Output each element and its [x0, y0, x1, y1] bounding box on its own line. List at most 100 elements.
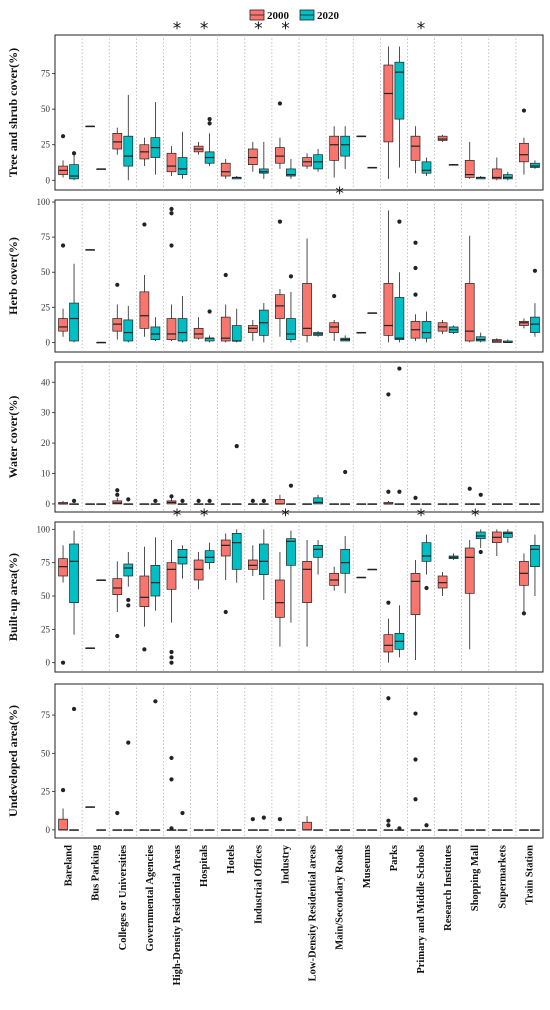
box-body — [464, 283, 475, 342]
outlier-point — [386, 392, 391, 397]
box-body — [123, 135, 134, 167]
box-2000-9 — [302, 540, 312, 647]
box-2020-7 — [258, 141, 269, 179]
box-2000-3 — [139, 546, 150, 652]
x-category-label: Primary and Middle Schools — [416, 845, 427, 974]
significance-star: * — [281, 506, 290, 526]
box-2020-2 — [123, 94, 134, 181]
box-2020-6 — [231, 444, 242, 505]
box-body — [231, 325, 242, 342]
outlier-point — [413, 265, 418, 271]
x-category-label: Hotels — [226, 845, 237, 874]
box-2000-4 — [166, 755, 177, 831]
box-2020-4 — [177, 810, 188, 831]
box-2020-5 — [204, 542, 215, 570]
box-2020-15 — [475, 529, 486, 555]
box-2020-7 — [258, 303, 269, 343]
box-2000-12 — [383, 696, 394, 831]
box-2020-3 — [150, 102, 161, 175]
box-2020-4 — [177, 131, 188, 179]
box-body — [112, 578, 123, 596]
outlier-point — [60, 660, 66, 665]
box-2000-12 — [383, 600, 394, 663]
box-2020-7 — [258, 529, 269, 600]
box-2000-2 — [112, 810, 123, 831]
box-body — [394, 61, 405, 120]
box-2000-13 — [410, 240, 421, 341]
box-2000-15 — [464, 235, 475, 343]
panel-4: 0 25 50 75 100 Built-up area(%) * * * * * — [6, 506, 544, 673]
box-body — [150, 564, 161, 597]
box-body — [193, 327, 204, 339]
box-body — [231, 532, 242, 570]
box-2000-2 — [112, 282, 123, 340]
box-2020-3 — [150, 699, 161, 831]
outlier-point — [413, 757, 418, 762]
outlier-point — [196, 498, 201, 503]
box-2020-13 — [421, 823, 432, 831]
box-body — [177, 157, 188, 175]
box-2000-4 — [166, 540, 177, 665]
outlier-point — [386, 696, 391, 701]
box-body — [383, 64, 394, 143]
x-category-label: Bus Parking — [91, 844, 102, 900]
y-tick-label: 25 — [41, 624, 51, 634]
outlier-point — [397, 219, 402, 224]
box-2020-11 — [367, 312, 378, 314]
box-2020-6 — [231, 176, 242, 180]
box-2020-13 — [421, 157, 432, 177]
outlier-point — [169, 243, 174, 248]
box-2020-15 — [475, 332, 486, 343]
x-category-label: Hospitals — [199, 845, 210, 887]
box-2000-14 — [437, 572, 448, 596]
box-2020-0 — [69, 530, 79, 635]
box-2000-6 — [220, 272, 231, 343]
box-2020-6 — [231, 308, 242, 343]
legend-label-2020: 2020 — [317, 10, 340, 22]
box-2000-0 — [58, 243, 68, 337]
box-2020-10 — [340, 829, 351, 831]
box-2000-11 — [356, 576, 367, 579]
box-2020-12 — [394, 219, 405, 343]
box-body — [275, 147, 285, 164]
box-2020-12 — [394, 605, 405, 658]
box-2020-2 — [123, 497, 134, 505]
box-2020-1 — [96, 168, 107, 170]
box-2000-2 — [112, 561, 123, 639]
box-2000-12 — [383, 46, 394, 179]
box-2020-14 — [448, 829, 459, 831]
outlier-point — [343, 469, 348, 475]
panels: 0 25 50 75 Tree and shrub cover(%) * * * * * 0 25 50… — [6, 19, 544, 839]
significance-star: * — [417, 19, 426, 39]
box-body — [58, 818, 68, 831]
significance-star: * — [200, 506, 209, 526]
outlier-point — [397, 826, 402, 831]
box-body — [491, 168, 502, 180]
box-2020-6 — [231, 529, 242, 583]
box-2000-6 — [220, 829, 231, 831]
significance-star: * — [335, 184, 344, 204]
box-2000-7 — [247, 817, 258, 831]
box-2020-4 — [177, 498, 188, 505]
box-2000-1 — [85, 125, 96, 128]
box-2020-8 — [286, 483, 296, 505]
outlier-point — [386, 489, 391, 494]
box-body — [193, 559, 204, 581]
box-2000-11 — [356, 503, 367, 505]
box-body — [177, 548, 188, 565]
y-tick-label: 50 — [41, 104, 51, 114]
box-2000-5 — [193, 141, 204, 155]
box-2020-4 — [177, 296, 188, 343]
box-2020-15 — [475, 829, 486, 831]
box-body — [302, 821, 312, 831]
box-2000-14 — [437, 319, 448, 334]
box-body — [340, 548, 351, 574]
box-body — [139, 575, 150, 608]
y-tick-label: 0 — [46, 658, 51, 668]
outlier-point — [115, 633, 120, 639]
outlier-point — [60, 243, 66, 248]
box-2000-9 — [302, 153, 312, 169]
outlier-point — [234, 444, 239, 449]
y-tick-label: 50 — [41, 267, 51, 277]
